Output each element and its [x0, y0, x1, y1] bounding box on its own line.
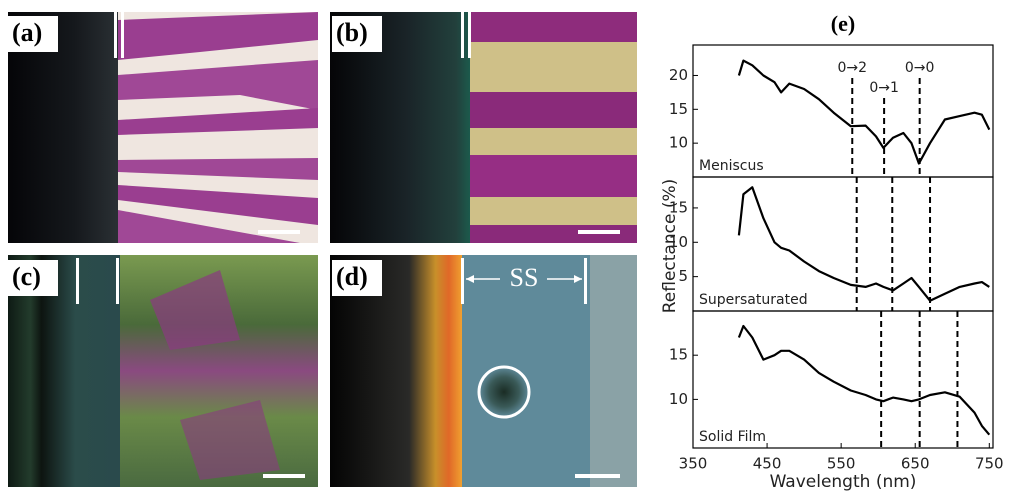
plot-frame: [692, 176, 994, 312]
y-tick-label: 20: [669, 66, 688, 84]
transition-label: 0→2: [837, 60, 867, 76]
transition-label: 0→0: [905, 60, 935, 76]
panel-label: (b): [336, 18, 368, 47]
panel-label: (a): [12, 18, 42, 47]
label-box: [8, 16, 58, 52]
label-box: [332, 16, 382, 52]
y-tick-label: 15: [669, 100, 688, 118]
panel-label: (d): [336, 262, 368, 291]
y-tick-label: 10: [669, 233, 688, 251]
x-tick-label: 450: [753, 455, 782, 473]
y-axis-label: Reflectance (%): [660, 179, 680, 314]
label-box: [332, 260, 382, 296]
x-tick-label: 650: [901, 455, 930, 473]
image-a: [8, 12, 318, 243]
y-tick-label: 15: [669, 198, 688, 216]
image-b: [330, 12, 637, 243]
panel-label: (c): [12, 262, 41, 291]
image-c: [8, 255, 318, 487]
y-tick-label: 10: [669, 390, 688, 408]
x-tick-label: 550: [827, 455, 856, 473]
x-tick-label: 750: [975, 455, 1004, 473]
series-label: Meniscus: [699, 158, 764, 174]
x-axis-label: Wavelength (nm): [770, 472, 917, 492]
spectrum-line: [737, 59, 991, 165]
y-tick-label: 10: [669, 134, 688, 152]
y-tick-label: 15: [669, 346, 688, 364]
image-d: [330, 255, 637, 487]
plot-frame: [692, 310, 994, 449]
y-tick-label: 5: [678, 267, 688, 285]
transition-label: 0→1: [869, 80, 899, 96]
chart-title: (e): [831, 11, 855, 36]
spectrum-line: [737, 324, 991, 436]
series-label: Supersaturated: [699, 292, 808, 308]
ss-annotation: SS: [510, 263, 539, 292]
x-tick-label: 350: [679, 455, 708, 473]
series-label: Solid Film: [699, 429, 766, 445]
label-box: [8, 260, 58, 296]
spectrum-line: [737, 186, 990, 302]
